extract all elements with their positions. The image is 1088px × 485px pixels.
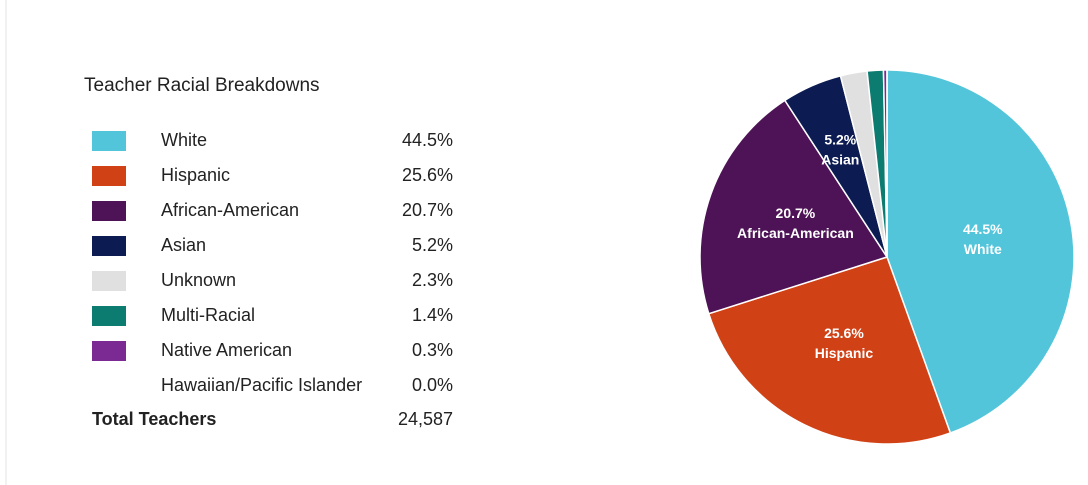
total-value: 24,587 <box>398 409 453 429</box>
legend-label: Multi-Racial <box>161 305 255 325</box>
legend-value: 0.3% <box>412 340 453 360</box>
legend-label: Unknown <box>161 270 236 290</box>
pie-value-label: 20.7% <box>776 205 816 221</box>
legend-value: 0.0% <box>412 375 453 395</box>
legend-label: African-American <box>161 200 299 220</box>
legend-swatch <box>92 236 126 256</box>
legend-swatch <box>92 341 126 361</box>
pie-category-label: Hispanic <box>815 345 874 361</box>
chart-title: Teacher Racial Breakdowns <box>84 75 320 96</box>
legend-swatch <box>92 201 126 221</box>
legend-value: 1.4% <box>412 305 453 325</box>
legend-value: 20.7% <box>402 200 453 220</box>
pie-category-label: Asian <box>821 152 859 168</box>
pie-value-label: 44.5% <box>963 221 1003 237</box>
legend-swatch <box>92 131 126 151</box>
legend-value: 2.3% <box>412 270 453 290</box>
legend-label: White <box>161 130 207 150</box>
pie-slice <box>707 256 952 445</box>
legend-label: Hawaiian/Pacific Islander <box>161 375 362 395</box>
pie-value-label: 25.6% <box>824 325 864 341</box>
legend-swatch <box>92 306 126 326</box>
pie-category-label: African-American <box>737 225 854 241</box>
legend-label: Native American <box>161 340 292 360</box>
pie-value-label: 5.2% <box>824 132 856 148</box>
legend-swatch <box>92 166 126 186</box>
pie-slice <box>886 69 1075 434</box>
legend-value: 5.2% <box>412 235 453 255</box>
legend-label: Asian <box>161 235 206 255</box>
legend-swatch <box>92 271 126 291</box>
legend-value: 44.5% <box>402 130 453 150</box>
total-label: Total Teachers <box>92 409 216 429</box>
pie-category-label: White <box>964 241 1002 257</box>
pie-slice <box>699 99 889 315</box>
legend-value: 25.6% <box>402 165 453 185</box>
legend-label: Hispanic <box>161 165 230 185</box>
